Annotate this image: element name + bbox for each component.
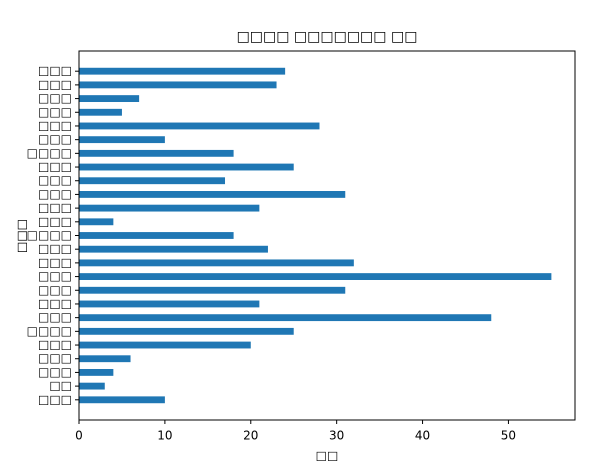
bar: [79, 108, 122, 116]
y-tick-label: □□□□: [27, 228, 72, 242]
bar: [79, 300, 260, 308]
y-tick-label: □□□: [38, 91, 72, 105]
bar: [79, 122, 320, 130]
y-tick-label: □□□: [38, 173, 72, 187]
y-tick-label: □□□: [38, 160, 72, 174]
y-tick-label: □□□: [38, 296, 72, 310]
x-tick-label: 50: [501, 429, 516, 443]
bar: [79, 232, 234, 239]
y-tick-label: □□□: [38, 132, 72, 146]
bar: [79, 273, 552, 280]
y-tick-label: □□□: [38, 214, 72, 228]
bar: [79, 95, 140, 103]
y-tick-label: □□□: [38, 269, 72, 283]
bar: [79, 149, 234, 157]
bar: [79, 314, 492, 322]
bar: [79, 191, 346, 198]
y-tick-label: □□□: [38, 338, 72, 352]
bar: [79, 67, 286, 75]
x-tick-label: 40: [415, 429, 430, 443]
x-tick-label: 30: [329, 429, 344, 443]
y-tick-label: □□□: [38, 187, 72, 201]
bar: [79, 327, 294, 335]
y-tick-label: □□□: [38, 365, 72, 379]
chart-title: □□□□ □□□□□□□ □□: [237, 29, 418, 45]
bar: [79, 355, 131, 363]
bar: [79, 204, 260, 212]
y-tick-label: □□□: [38, 64, 72, 78]
plot-frame: [78, 50, 576, 421]
y-tick-label: □□□: [38, 351, 72, 365]
bar: [79, 259, 354, 267]
y-axis-label: □□□: [15, 219, 29, 253]
y-tick-label: □□□: [38, 201, 72, 215]
bar: [79, 368, 114, 376]
y-tick-label: □□□: [38, 310, 72, 324]
y-tick-label: □□□□: [27, 324, 72, 338]
y-tick-label: □□□: [38, 118, 72, 132]
y-tick-label: □□□: [38, 242, 72, 256]
y-tick-label: □□□: [38, 105, 72, 119]
y-tick-label: □□□: [38, 255, 72, 269]
y-tick-label: □□□: [38, 283, 72, 297]
y-tick-label: □□: [49, 379, 72, 393]
x-tick-label: 0: [75, 429, 83, 443]
bar: [79, 163, 294, 171]
y-tick-label: □□□: [38, 77, 72, 91]
bar: [79, 136, 165, 144]
bar: [79, 245, 268, 253]
y-tick-label: □□□: [38, 392, 72, 406]
bar: [79, 177, 226, 185]
bar: [79, 218, 114, 226]
x-tick-label: 20: [243, 429, 258, 443]
y-tick-label: □□□□: [27, 146, 72, 160]
bar: [79, 286, 346, 294]
bar: [79, 341, 251, 349]
x-tick-label: 10: [157, 429, 172, 443]
x-axis-label: □□: [316, 449, 339, 463]
bar: [79, 382, 105, 390]
bar: [79, 396, 165, 404]
bar: [79, 81, 277, 89]
